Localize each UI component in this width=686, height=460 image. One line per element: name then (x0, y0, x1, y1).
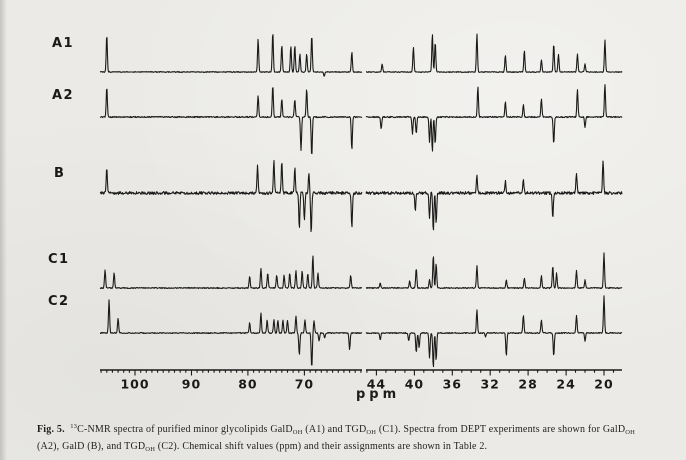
tick-label-right-36: 36 (443, 377, 462, 392)
spectrum-a1-left (99, 34, 363, 77)
caption-text: C-NMR spectra of purified minor glycolip… (77, 424, 293, 435)
spectrum-a2-right (365, 84, 623, 152)
spectrum-c1-left (99, 255, 363, 290)
caption-subscript: OH (292, 429, 303, 436)
tick-label-right-24: 24 (556, 377, 575, 392)
tick-label-right-20: 20 (594, 377, 613, 392)
panel-label-b: B (54, 166, 66, 181)
tick-label-right-28: 28 (518, 377, 537, 392)
panel-label-c2: C2 (48, 294, 70, 309)
panel-label-a1: A1 (52, 36, 75, 51)
caption-text: (A1) and TGD (302, 424, 367, 435)
x-axis-ticks-right (366, 370, 615, 376)
panel-label-a2: A2 (52, 88, 75, 103)
caption-text: (A2), GalD (B), and TGD (37, 440, 146, 452)
caption-subscript: OH (366, 429, 377, 436)
tick-label-left-80: 80 (238, 377, 257, 392)
caption-text: Fig. 5. (37, 424, 65, 435)
panel-label-c1: C1 (48, 252, 70, 267)
tick-label-left-70: 70 (295, 377, 314, 392)
spectrum-a2-left (99, 87, 363, 155)
ppm-axis-label: ppm (356, 387, 401, 402)
tick-label-left-90: 90 (182, 377, 201, 392)
tick-label-left-100: 100 (120, 377, 149, 392)
caption-text: (C1). Spectra from DEPT experiments are … (376, 424, 626, 435)
caption-superscript: 13 (70, 423, 78, 430)
spectrum-c2-left (99, 299, 363, 366)
tick-label-right-44: 44 (367, 377, 386, 392)
caption-line-1: Fig. 5. 13C-NMR spectra of purified mino… (37, 420, 635, 440)
spectrum-b-right (365, 160, 623, 231)
caption-text: (C2). Chemical shift values (ppm) and th… (155, 440, 488, 452)
spectrum-b-left (99, 160, 363, 233)
caption-subscript: OH (145, 445, 156, 453)
caption-line-2: (A2), GalD (B), and TGDOH (C2). Chemical… (37, 440, 635, 457)
x-axis-ticks-left (100, 370, 362, 376)
figure-caption: Fig. 5. 13C-NMR spectra of purified mino… (37, 420, 635, 456)
spectrum-c2-right (365, 295, 623, 368)
tick-label-right-32: 32 (480, 377, 499, 392)
tick-label-right-40: 40 (405, 377, 424, 392)
spectrum-c1-right (365, 252, 623, 290)
spectrum-a1-right (365, 33, 623, 73)
caption-subscript: OH (625, 429, 636, 436)
